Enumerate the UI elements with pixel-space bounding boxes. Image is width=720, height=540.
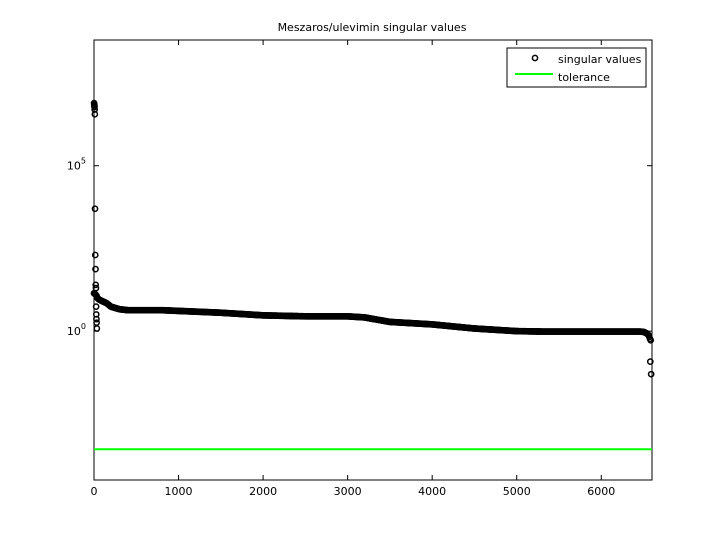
singular-value-point	[91, 103, 98, 111]
legend-label-singular-values: singular values	[558, 53, 642, 66]
legend-marker-singular-values	[531, 54, 539, 62]
y-tick-label: 105	[67, 157, 86, 173]
singular-value-point	[93, 325, 101, 332]
legend-box	[506, 47, 647, 88]
x-tick-label: 0	[91, 485, 98, 498]
x-tick-label: 3000	[334, 485, 362, 498]
singular-value-point	[91, 205, 99, 213]
singular-value-point	[646, 358, 654, 365]
x-tick-label: 4000	[418, 485, 446, 498]
chart-title: Meszaros/ulevimin singular values	[278, 21, 467, 34]
singular-value-point	[93, 315, 100, 323]
singular-value-point	[92, 281, 100, 289]
y-tick-label: 100	[67, 322, 86, 338]
singular-value-point	[92, 265, 99, 273]
series-layer	[90, 99, 655, 451]
singular-value-point	[92, 284, 100, 292]
singular-value-point	[92, 303, 100, 310]
y-tick-exponent: 5	[81, 157, 86, 166]
legend-label-tolerance: tolerance	[558, 71, 610, 84]
x-tick-label: 2000	[249, 485, 277, 498]
singular-value-point	[647, 336, 654, 344]
y-axis: 100 105	[67, 157, 652, 338]
singular-value-point	[647, 370, 655, 378]
legend: singular values tolerance	[506, 47, 647, 88]
singular-value-point	[91, 251, 99, 259]
x-tick-label: 1000	[165, 485, 193, 498]
singular-value-point	[91, 110, 99, 118]
x-tick-label: 5000	[503, 485, 531, 498]
x-axis: 0 1000 2000 3000 4000 5000 6000	[91, 40, 615, 498]
x-tick-label: 6000	[587, 485, 615, 498]
y-tick-exponent: 0	[81, 322, 86, 331]
plot-area	[93, 39, 653, 481]
